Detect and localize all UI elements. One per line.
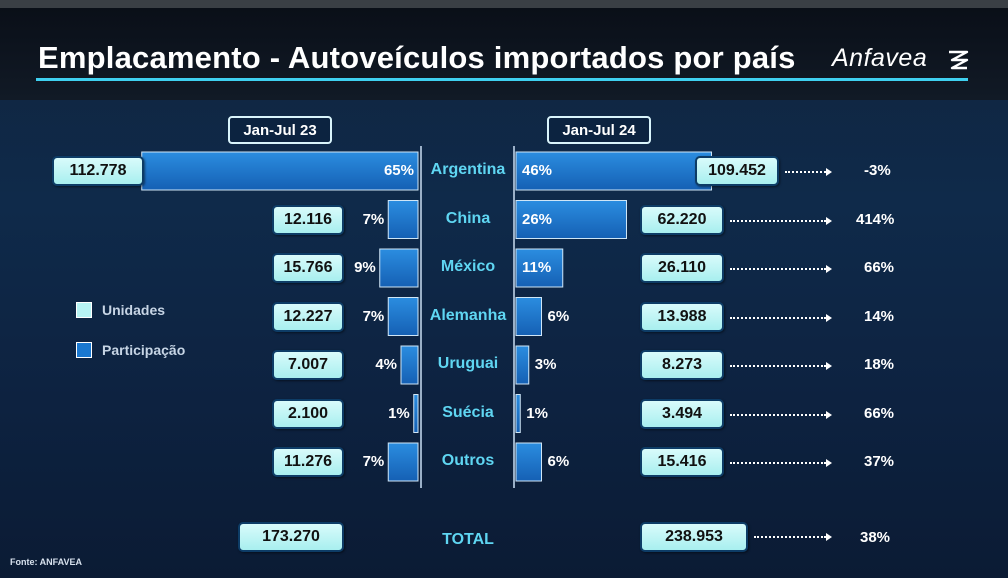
country-label: Alemanha [429, 306, 507, 324]
variation-arrowhead [826, 459, 832, 467]
legend-units: Unidades [76, 302, 165, 318]
page-title: Emplacamento - Autoveículos importados p… [38, 40, 796, 75]
anfavea-logo-icon [949, 50, 969, 70]
units-2023: 12.227 [272, 301, 344, 332]
legend-share-swatch [76, 342, 92, 358]
bar-2023-0 [141, 151, 419, 191]
units-2024: 62.220 [640, 204, 724, 235]
bar-2023-2 [379, 248, 419, 288]
variation-arrowhead [826, 216, 832, 225]
variation-label: 37% [864, 453, 895, 470]
share-label-2023: 65% [383, 162, 414, 179]
bar-2024-4 [515, 345, 530, 385]
share-label-2024: 1% [526, 404, 548, 422]
variation-dotted-arrow [730, 316, 826, 319]
units-2024: 13.988 [640, 301, 724, 332]
source-note: Fonte: ANFAVEA [10, 557, 82, 567]
country-label: Outros [441, 452, 495, 469]
variation-label: 66% [864, 259, 895, 276]
share-label-2023: 7% [362, 307, 385, 325]
country-label: México [440, 258, 496, 275]
units-2024: 26.110 [640, 253, 724, 283]
variation-arrowhead [826, 168, 832, 176]
variation-dotted-arrow [785, 171, 826, 173]
share-label-2024: 26% [522, 210, 553, 228]
bar-2024-1 [515, 200, 627, 239]
share-label-2023: 7% [362, 210, 385, 228]
variation-arrowhead [826, 362, 832, 370]
variation-dotted-arrow [730, 365, 826, 367]
variation-label: 414% [856, 210, 895, 228]
bar-2024-5 [515, 394, 521, 433]
units-2023: 15.766 [272, 253, 344, 283]
total-dotted-arrow [754, 536, 826, 538]
share-label-2024: 11% [522, 259, 552, 276]
period-label-2023: Jan-Jul 23 [228, 116, 332, 144]
legend-units-swatch [76, 302, 92, 318]
variation-arrowhead [826, 265, 832, 273]
units-2023: 2.100 [272, 398, 344, 429]
share-label-2023: 4% [375, 356, 397, 373]
bar-2024-6 [515, 442, 542, 482]
share-label-2023: 7% [362, 453, 385, 470]
title-underline [36, 78, 968, 81]
variation-arrowhead [826, 313, 832, 322]
variation-dotted-arrow [730, 268, 826, 270]
total-variation: 38% [860, 529, 891, 546]
country-label: Suécia [442, 403, 494, 421]
units-2024: 8.273 [640, 350, 724, 380]
country-label: China [445, 209, 491, 227]
units-2024: 15.416 [640, 447, 724, 477]
bar-2023-5 [413, 394, 419, 433]
header-band [0, 8, 1008, 100]
variation-dotted-arrow [730, 413, 826, 416]
share-label-2024: 46% [522, 162, 553, 179]
variation-label: 18% [864, 356, 895, 373]
variation-label: 14% [864, 307, 895, 325]
period-label-2024: Jan-Jul 24 [547, 116, 651, 144]
bar-2024-3 [515, 297, 542, 336]
bar-2024-2 [515, 248, 564, 288]
legend-share-label: Participação [102, 342, 186, 358]
legend-share: Participação [76, 342, 185, 358]
total-units-2024: 238.953 [640, 522, 748, 552]
bar-2023-3 [387, 297, 419, 336]
bar-2023-1 [387, 200, 419, 239]
units-2023: 7.007 [272, 350, 344, 380]
units-2023: 112.778 [52, 156, 144, 186]
variation-dotted-arrow [730, 219, 826, 222]
bar-2024-0 [515, 151, 712, 191]
share-label-2023: 9% [354, 259, 376, 276]
share-label-2024: 6% [547, 307, 570, 325]
share-label-2024: 3% [534, 356, 557, 373]
share-label-2023: 1% [388, 404, 410, 422]
variation-arrowhead [826, 410, 832, 419]
units-2024: 3.494 [640, 398, 724, 429]
variation-label: -3% [864, 162, 891, 179]
total-arrowhead [826, 533, 832, 541]
bar-2023-6 [387, 442, 419, 482]
anfavea-logo: Anfavea [832, 44, 928, 72]
units-2024: 109.452 [695, 156, 779, 186]
variation-dotted-arrow [730, 462, 826, 464]
total-label: TOTAL [442, 531, 494, 548]
right-divider [513, 146, 515, 488]
country-label: Uruguai [437, 355, 499, 372]
units-2023: 11.276 [272, 447, 344, 477]
bar-2023-4 [400, 345, 419, 385]
total-units-2023: 173.270 [238, 522, 344, 552]
legend-units-label: Unidades [102, 302, 166, 318]
window-top-strip [0, 0, 1008, 8]
country-label: Argentina [430, 161, 506, 178]
share-label-2024: 6% [547, 453, 570, 470]
units-2023: 12.116 [272, 204, 344, 235]
variation-label: 66% [864, 404, 895, 422]
left-divider [420, 146, 422, 488]
